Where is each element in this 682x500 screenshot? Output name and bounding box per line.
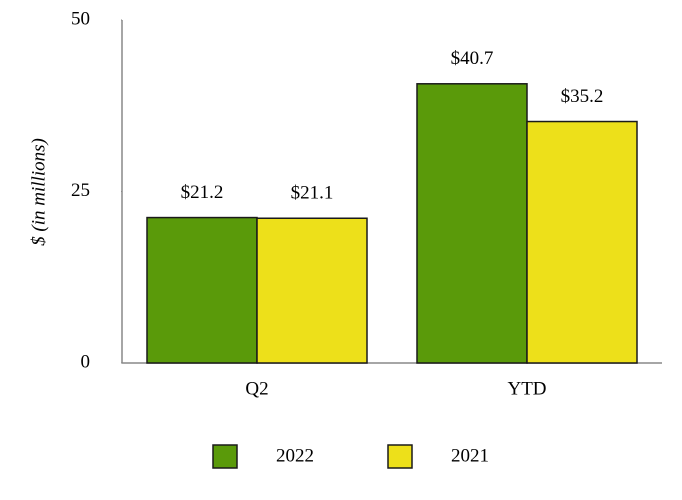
legend-label: 2021: [451, 445, 489, 466]
y-tick-label: 25: [71, 180, 90, 201]
value-label: $21.1: [291, 183, 334, 204]
legend-label: 2022: [276, 445, 314, 466]
legend-swatch: [387, 444, 413, 469]
bar: [526, 120, 638, 364]
y-axis-label: $ (in millions): [28, 138, 49, 246]
value-label: $21.2: [181, 182, 224, 203]
bar: [416, 83, 528, 364]
bar: [256, 217, 368, 364]
y-tick-label: 0: [81, 351, 91, 372]
value-label: $40.7: [451, 48, 494, 69]
bar: [146, 216, 258, 364]
legend-swatch: [212, 444, 238, 469]
y-tick-label: 50: [71, 8, 90, 29]
x-tick-label: Q2: [245, 378, 268, 399]
value-label: $35.2: [561, 86, 604, 107]
x-tick-label: YTD: [507, 378, 546, 399]
